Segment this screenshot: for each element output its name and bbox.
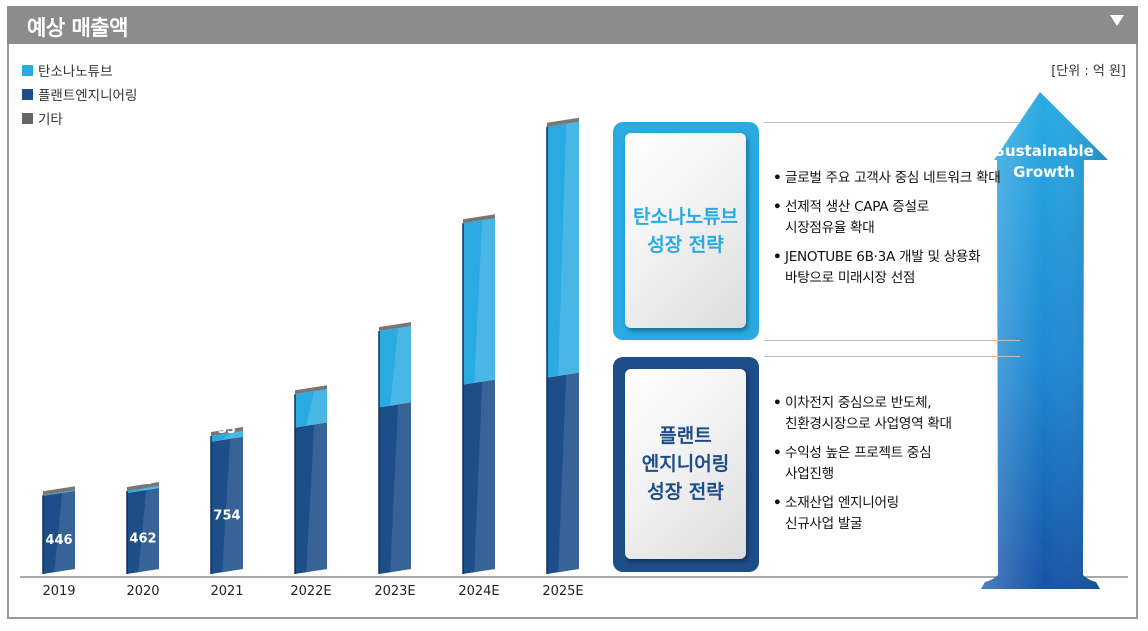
bar-top-cap [295, 385, 327, 395]
bar-top-cap [43, 486, 75, 496]
bar-segment-cnt [547, 121, 579, 378]
bar-sheen-plant [306, 422, 327, 573]
bar-sheen-cnt [306, 389, 327, 426]
data-label-cnt: 11 [134, 473, 152, 488]
separator-top [764, 122, 1020, 123]
chart-legend: 탄소나노튜브 플랜트엔지니어링 기타 [22, 58, 137, 130]
cnt-strategy-box: 탄소나노튜브 성장 전략 [613, 122, 759, 340]
bar-segment-cnt [463, 218, 495, 385]
bar-top-cap [127, 482, 159, 492]
bar-sheen-cnt [54, 490, 75, 495]
cnt-strategy-title-1: 탄소나노튜브 [633, 205, 738, 228]
data-label-plant: 462 [129, 532, 156, 547]
bar-top-cap [463, 214, 495, 224]
bar-sheen-plant [474, 379, 495, 573]
bar-sheen-cnt [390, 326, 411, 406]
panel-header[interactable]: 예상 매출액 [7, 6, 1138, 44]
growth-arrow-label: Sustainable Growth [994, 142, 1094, 181]
cnt-strategy-item: 글로벌 주요 고객사 중심 네트워크 확대 [773, 168, 1023, 189]
bar-top-cap [379, 322, 411, 332]
plant-strategy-list: 이차전지 중심으로 반도체, 친환경시장으로 사업영역 확대 수익성 높은 프로… [773, 393, 1023, 543]
bar-segment-cnt [295, 389, 327, 428]
plant-strategy-item: 소재산업 엔지니어링 신규사업 발굴 [773, 493, 1023, 535]
bar-segment-plant [547, 372, 579, 574]
cnt-strategy-card: 탄소나노튜브 성장 전략 [625, 133, 746, 328]
bar-segment-plant [379, 402, 411, 574]
bar-segment-plant [211, 436, 243, 574]
legend-swatch-other [22, 112, 33, 124]
data-label-cnt: 3 [54, 476, 63, 491]
plant-strategy-item: 이차전지 중심으로 반도체, 친환경시장으로 사업영역 확대 [773, 393, 1023, 435]
bar-segment-cnt [379, 326, 411, 408]
bar-sheen-plant [54, 490, 75, 573]
bar-segment-plant [463, 379, 495, 574]
x-tick-label: 2025E [542, 584, 583, 599]
x-tick-label: 2022E [290, 584, 331, 599]
cnt-strategy-item: JENOTUBE 6B·3A 개발 및 상용화 바탕으로 미래시장 선점 [773, 247, 1023, 289]
plant-strategy-title-3: 성장 전략 [647, 481, 724, 503]
bar-sheen-plant [138, 487, 159, 573]
bar-sheen-cnt [558, 121, 579, 376]
x-tick-label: 2019 [42, 584, 75, 599]
cnt-strategy-list: 글로벌 주요 고객사 중심 네트워크 확대 선제적 생산 CAPA 증설로 시장… [773, 168, 1023, 297]
legend-item-plant: 플랜트엔지니어링 [22, 82, 137, 106]
plant-strategy-title-2: 엔지니어링 [641, 453, 730, 475]
legend-item-cnt: 탄소나노튜브 [22, 58, 137, 82]
bar-sheen-cnt [222, 430, 243, 441]
bar-sheen-plant [390, 402, 411, 573]
bar-top-cap [547, 117, 579, 127]
data-label-plant: 446 [45, 533, 72, 548]
bar-sheen-cnt [138, 486, 159, 492]
data-label-cnt: 33 [218, 422, 236, 437]
bar-sheen-cnt [474, 218, 495, 383]
plant-strategy-title-1: 플랜트 [659, 425, 712, 447]
x-tick-label: 2020 [126, 584, 159, 599]
page-title: 예상 매출액 [27, 16, 128, 40]
bar-sheen-plant [558, 372, 579, 573]
cnt-strategy-item: 선제적 생산 CAPA 증설로 시장점유율 확대 [773, 197, 1023, 239]
bar-segment-cnt [43, 490, 75, 496]
separator-mid-1 [764, 340, 1020, 341]
bar-top-cap [211, 426, 243, 436]
bar-segment-cnt [127, 486, 159, 493]
legend-swatch-plant [22, 88, 33, 100]
bar-segment-plant [43, 490, 75, 574]
x-tick-label: 2024E [458, 584, 499, 599]
x-tick-label: 2023E [374, 584, 415, 599]
bar-segment-cnt [211, 430, 243, 442]
x-tick-label: 2021 [210, 584, 243, 599]
legend-label-other: 기타 [38, 112, 63, 128]
plant-strategy-card: 플랜트 엔지니어링 성장 전략 [625, 369, 746, 559]
cnt-strategy-title-2: 성장 전략 [647, 233, 724, 256]
plant-strategy-box: 플랜트 엔지니어링 성장 전략 [613, 357, 759, 572]
legend-label-plant: 플랜트엔지니어링 [38, 88, 138, 104]
separator-mid-2 [764, 356, 1020, 357]
collapse-toggle-icon[interactable] [1110, 15, 1124, 26]
data-label-plant: 754 [213, 508, 240, 523]
bar-sheen-plant [222, 436, 243, 573]
legend-swatch-cnt [22, 64, 33, 76]
plant-strategy-item: 수익성 높은 프로젝트 중심 사업진행 [773, 443, 1023, 485]
legend-item-other: 기타 [22, 106, 137, 130]
bar-segment-plant [295, 422, 327, 574]
legend-label-cnt: 탄소나노튜브 [38, 64, 113, 80]
unit-label: [단위 : 억 원] [1051, 64, 1126, 79]
bar-segment-plant [127, 487, 159, 574]
